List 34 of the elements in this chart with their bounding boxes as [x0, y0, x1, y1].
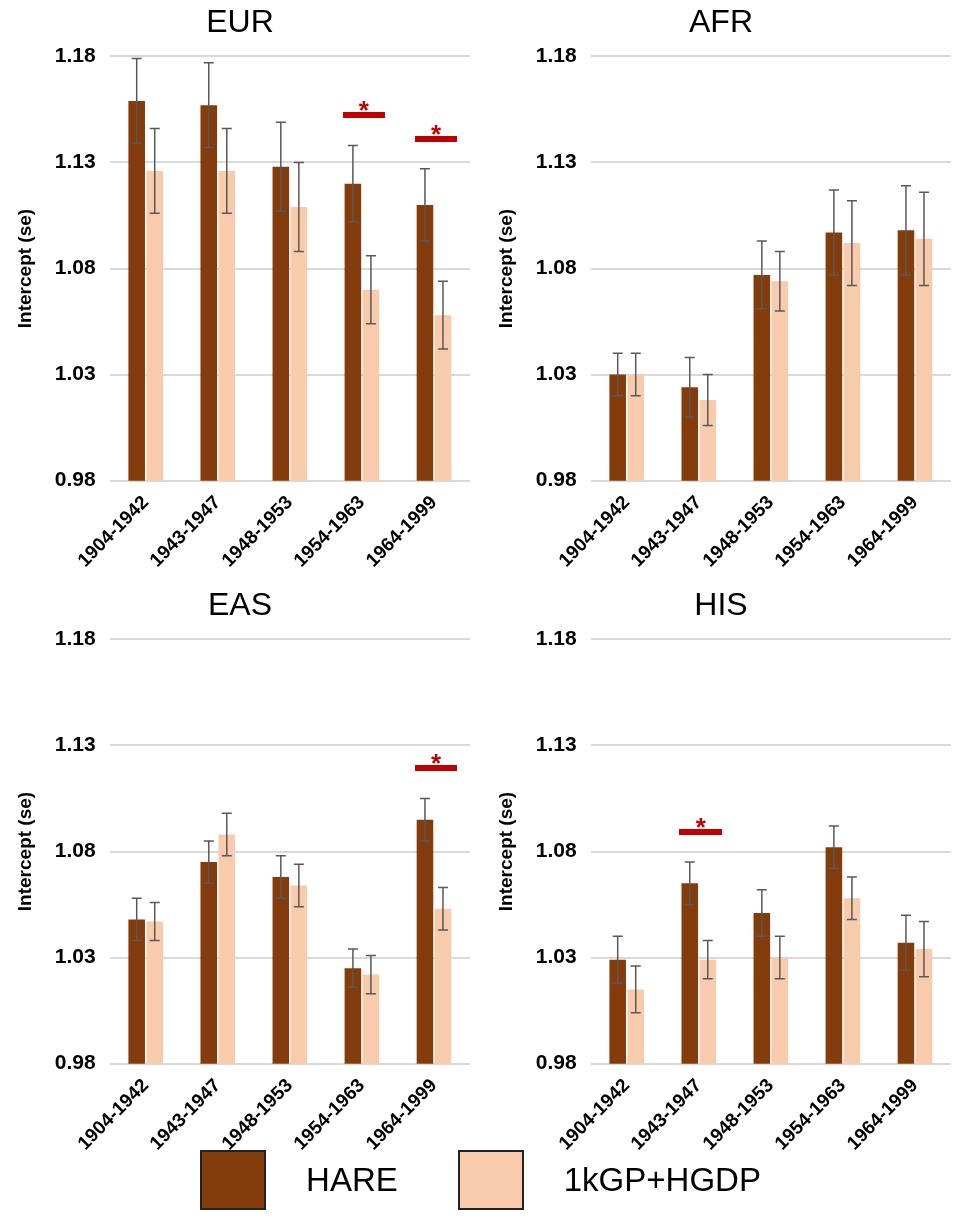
y-axis-title: Intercept (se): [494, 791, 516, 912]
y-tick-label: 1.08: [535, 838, 577, 862]
annotation: *: [695, 812, 707, 843]
y-tick-label: 1.08: [54, 838, 96, 862]
annotation: *: [358, 95, 370, 126]
y-tick-label: 1.13: [535, 149, 577, 173]
legend-label: 1kGP+HGDP: [563, 1161, 761, 1199]
y-tick-label: 1.13: [535, 732, 577, 756]
y-tick-label: 1.18: [54, 626, 96, 650]
chart-title: EAS: [207, 586, 273, 623]
chart-title: EUR: [206, 3, 274, 40]
y-tick-label: 0.98: [535, 467, 577, 491]
y-tick-label: 1.13: [54, 732, 96, 756]
y-tick-label: 0.98: [54, 1050, 96, 1074]
y-tick-label: 0.98: [535, 1050, 577, 1074]
y-tick-label: 1.08: [54, 255, 96, 279]
y-axis-title: Intercept (se): [13, 208, 35, 329]
y-tick-label: 1.03: [535, 361, 577, 385]
annotation: *: [430, 748, 442, 779]
chart-title: AFR: [689, 3, 753, 40]
chart-title: HIS: [694, 586, 748, 623]
y-tick-label: 1.03: [54, 944, 96, 968]
y-tick-label: 1.18: [535, 43, 577, 67]
y-tick-label: 1.03: [54, 361, 96, 385]
y-axis-title: Intercept (se): [494, 208, 516, 329]
y-tick-label: 0.98: [54, 467, 96, 491]
y-axis-title: Intercept (se): [13, 791, 35, 912]
y-tick-label: 1.03: [535, 944, 577, 968]
y-tick-label: 1.13: [54, 149, 96, 173]
legend-label: HARE: [306, 1161, 398, 1199]
y-tick-label: 1.18: [535, 626, 577, 650]
y-tick-label: 1.08: [535, 255, 577, 279]
y-tick-label: 1.18: [54, 43, 96, 67]
annotation: *: [430, 118, 442, 149]
